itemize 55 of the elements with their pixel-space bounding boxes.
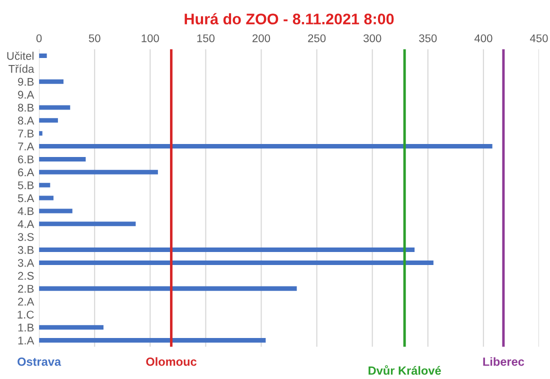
y-tick-label: 6.B: [18, 155, 34, 164]
ref-line-label: Liberec: [483, 357, 524, 366]
y-tick-label: 3.S: [18, 233, 34, 241]
y-tick-label: 3.B: [18, 246, 34, 254]
y-tick-label: 3.A: [18, 258, 34, 267]
text: Ostrava: [18, 358, 62, 366]
x-tick-label: 200: [252, 34, 270, 42]
bar: [39, 144, 492, 149]
bar: [39, 196, 54, 200]
bar: [39, 222, 136, 226]
bar: [39, 286, 297, 291]
bar: [39, 260, 434, 265]
bar: [39, 182, 50, 188]
y-tick-label: 2.A: [18, 298, 34, 306]
x-tick-label: 100: [142, 34, 159, 42]
y-tick-label: 5.B: [18, 181, 34, 190]
bar: [39, 170, 158, 174]
ref-line-label: Dvůr Králové: [368, 365, 441, 375]
y-tick-label: 9.A: [18, 90, 34, 99]
x-tick-label: 350: [419, 34, 437, 42]
x-tick-label: 450: [530, 34, 548, 42]
y-tick-label: 1.C: [18, 310, 34, 319]
y-tick-label: Učitel: [7, 52, 34, 60]
bar: [39, 53, 47, 58]
x-tick-label: 250: [308, 34, 326, 42]
x-tick-label: 0: [36, 34, 42, 42]
bar: [39, 248, 415, 252]
chart-title: Hurá do ZOO - 8.11.2021 8:00: [184, 13, 394, 24]
bar: [39, 156, 86, 162]
y-tick-label: 2.B: [18, 284, 34, 293]
bar: [39, 105, 70, 110]
y-tick-label: 7.B: [18, 130, 34, 138]
y-tick-label: 1.A: [18, 336, 34, 344]
y-tick-label: 4.A: [18, 220, 34, 228]
bar: [39, 131, 42, 136]
x-tick-label: 150: [197, 34, 215, 42]
y-tick-label: 4.B: [18, 207, 34, 215]
x-tick-label: 300: [364, 34, 382, 42]
bar: [39, 325, 104, 330]
bar: [39, 79, 64, 84]
y-tick-label: 8.A: [18, 116, 34, 125]
y-tick-label: 5.A: [18, 194, 34, 202]
ref-line-label: Olomouc: [146, 357, 196, 366]
bar: [39, 208, 72, 214]
x-tick-label: 400: [474, 34, 492, 42]
y-tick-label: 8.B: [18, 104, 34, 112]
y-tick-label: 7.A: [18, 142, 34, 150]
y-tick-label: 1.B: [18, 324, 34, 332]
y-tick-label: 2.S: [18, 272, 34, 280]
bar: [39, 118, 58, 123]
y-tick-label: 9.B: [18, 78, 34, 86]
y-tick-label: 6.A: [18, 168, 34, 176]
x-tick-label: 50: [88, 34, 100, 42]
bar: [39, 338, 266, 343]
y-tick-label: Třída: [8, 64, 34, 73]
